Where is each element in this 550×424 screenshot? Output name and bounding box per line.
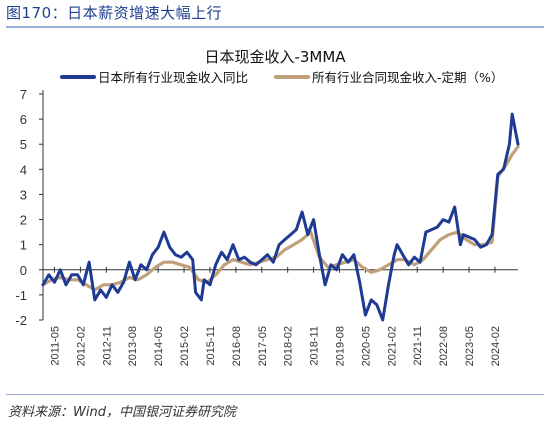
y-tick-label: 7 bbox=[20, 87, 27, 102]
x-tick-label: 2024-02 bbox=[490, 326, 502, 366]
y-tick-label: 6 bbox=[20, 112, 27, 127]
y-tick-label: 1 bbox=[20, 238, 27, 253]
x-tick-label: 2011-05 bbox=[50, 326, 62, 366]
x-tick-label: 2021-02 bbox=[386, 326, 398, 366]
y-tick-label: 5 bbox=[20, 137, 27, 152]
x-tick-label: 2013-08 bbox=[127, 326, 139, 366]
legend-label-1: 所有行业合同现金收入-定期（%） bbox=[312, 70, 503, 85]
figure-title: 图170：日本薪资增速大幅上行 bbox=[6, 4, 223, 22]
y-tick-label: -1 bbox=[15, 288, 27, 303]
x-tick-label: 2016-08 bbox=[231, 326, 243, 366]
x-tick-label: 2019-08 bbox=[335, 326, 347, 366]
x-tick-label: 2015-11 bbox=[205, 326, 217, 366]
legend: 日本所有行业现金收入同比 所有行业合同现金收入-定期（%） bbox=[60, 70, 503, 85]
source-note: 资料来源：Wind，中国银河证券研究院 bbox=[8, 405, 236, 420]
x-tick-label: 2015-02 bbox=[179, 326, 191, 366]
x-tick-label: 2018-11 bbox=[309, 326, 321, 366]
y-tick-label: 0 bbox=[20, 263, 27, 278]
x-tick-label: 2012-02 bbox=[75, 326, 87, 366]
series-line-1 bbox=[41, 145, 520, 292]
x-tick-label: 2012-11 bbox=[101, 326, 113, 366]
title-rule bbox=[6, 26, 544, 28]
x-tick-label: 2018-02 bbox=[283, 326, 295, 366]
x-tick-label: 2021-11 bbox=[412, 326, 424, 366]
chart-title: 日本现金收入-3MMA bbox=[204, 48, 346, 66]
legend-label-0: 日本所有行业现金收入同比 bbox=[98, 70, 248, 85]
x-tick-label: 2020-05 bbox=[360, 326, 372, 366]
y-tick-label: 2 bbox=[20, 213, 27, 228]
x-tick-label: 2023-05 bbox=[464, 326, 476, 366]
series-line-0 bbox=[41, 112, 520, 322]
x-tick-label: 2022-08 bbox=[438, 326, 450, 366]
y-tick-label: 3 bbox=[20, 187, 27, 202]
y-tick-label: -2 bbox=[15, 313, 27, 328]
axes: -2 -1 0 1 2 3 4 5 6 7 2011-05 2012-02 2012-11 2013-08… bbox=[15, 87, 518, 366]
x-tick-label: 2017-05 bbox=[257, 326, 269, 366]
y-tick-label: 4 bbox=[20, 162, 27, 177]
series-lines bbox=[41, 112, 520, 322]
x-tick-label: 2014-05 bbox=[153, 326, 165, 366]
footer-rule bbox=[6, 394, 544, 395]
